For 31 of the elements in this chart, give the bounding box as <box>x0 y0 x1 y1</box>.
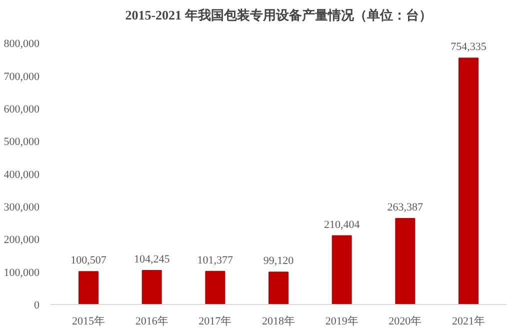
bar <box>458 58 478 304</box>
data-label: 104,245 <box>134 253 170 266</box>
data-label: 100,507 <box>70 254 107 267</box>
y-tick-label: 700,000 <box>4 70 40 83</box>
data-label: 263,387 <box>387 201 424 214</box>
data-label: 754,335 <box>450 41 487 54</box>
chart-title: 2015-2021 年我国包装专用设备产量情况（单位：台） <box>125 8 432 22</box>
y-tick-label: 300,000 <box>4 202 40 214</box>
data-label: 101,377 <box>197 254 234 266</box>
x-tick-label: 2019年 <box>325 316 358 328</box>
y-tick-label: 400,000 <box>4 168 40 181</box>
bar <box>395 218 416 304</box>
bar <box>142 270 162 304</box>
y-tick-label: 600,000 <box>4 104 40 116</box>
bar <box>205 270 226 304</box>
y-tick-label: 0 <box>34 300 40 312</box>
x-tick-label: 2017年 <box>198 316 232 328</box>
bar <box>268 272 288 304</box>
bar <box>78 271 98 304</box>
y-tick-label: 100,000 <box>4 266 40 279</box>
x-tick-label: 2015年 <box>72 316 105 328</box>
x-tick-label: 2020年 <box>388 316 422 328</box>
x-tick-label: 2016年 <box>135 316 168 328</box>
x-tick-label: 2018年 <box>262 316 295 328</box>
y-tick-label: 500,000 <box>4 136 40 148</box>
y-tick-label: 800,000 <box>4 38 40 50</box>
y-tick-label: 200,000 <box>4 234 40 246</box>
data-label: 210,404 <box>324 218 360 231</box>
data-label: 99,120 <box>263 255 294 268</box>
bar <box>332 235 352 304</box>
x-tick-label: 2021年 <box>452 316 485 328</box>
